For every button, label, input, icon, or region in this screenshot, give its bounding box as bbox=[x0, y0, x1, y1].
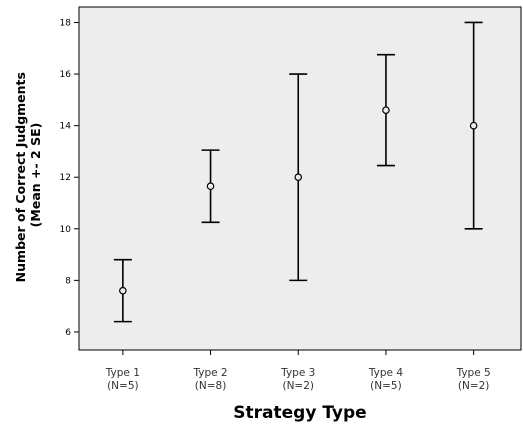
category-n-label: (N=2) bbox=[282, 380, 314, 392]
y-axis-title: Number of Correct Judgments (Mean +- 2 S… bbox=[13, 68, 43, 283]
category-n-label: (N=5) bbox=[370, 380, 402, 392]
y-axis-title-line-2: (Mean +- 2 SE) bbox=[28, 123, 43, 228]
y-tick-label: 10 bbox=[60, 225, 72, 235]
category-label: Type 5 bbox=[456, 367, 491, 379]
y-axis: 6 8 10 12 14 16 18 bbox=[60, 18, 79, 338]
mean-point bbox=[206, 182, 215, 191]
y-tick-label: 18 bbox=[60, 18, 72, 28]
mean-point bbox=[294, 173, 303, 182]
category-n-label: (N=5) bbox=[107, 380, 139, 392]
category-n-label: (N=2) bbox=[458, 380, 490, 392]
category-label: Type 3 bbox=[280, 367, 315, 379]
category-labels: Type 1(N=5)Type 2(N=8)Type 3(N=2)Type 4(… bbox=[105, 367, 491, 392]
category-label: Type 2 bbox=[192, 367, 227, 379]
y-tick-label: 12 bbox=[60, 173, 71, 183]
y-tick-label: 14 bbox=[60, 122, 72, 132]
y-tick-label: 16 bbox=[60, 70, 72, 80]
y-tick-label: 8 bbox=[65, 276, 71, 286]
x-axis-title: Strategy Type bbox=[233, 403, 366, 423]
mean-points bbox=[119, 106, 478, 295]
y-tick-label: 6 bbox=[65, 328, 71, 338]
mean-point bbox=[119, 286, 127, 295]
category-label: Type 4 bbox=[368, 367, 403, 379]
category-n-label: (N=8) bbox=[195, 380, 227, 392]
mean-point bbox=[469, 121, 478, 130]
mean-point bbox=[382, 106, 390, 114]
category-label: Type 1 bbox=[105, 367, 140, 379]
x-axis bbox=[122, 350, 475, 355]
y-axis-title-line-1: Number of Correct Judgments bbox=[13, 72, 28, 282]
